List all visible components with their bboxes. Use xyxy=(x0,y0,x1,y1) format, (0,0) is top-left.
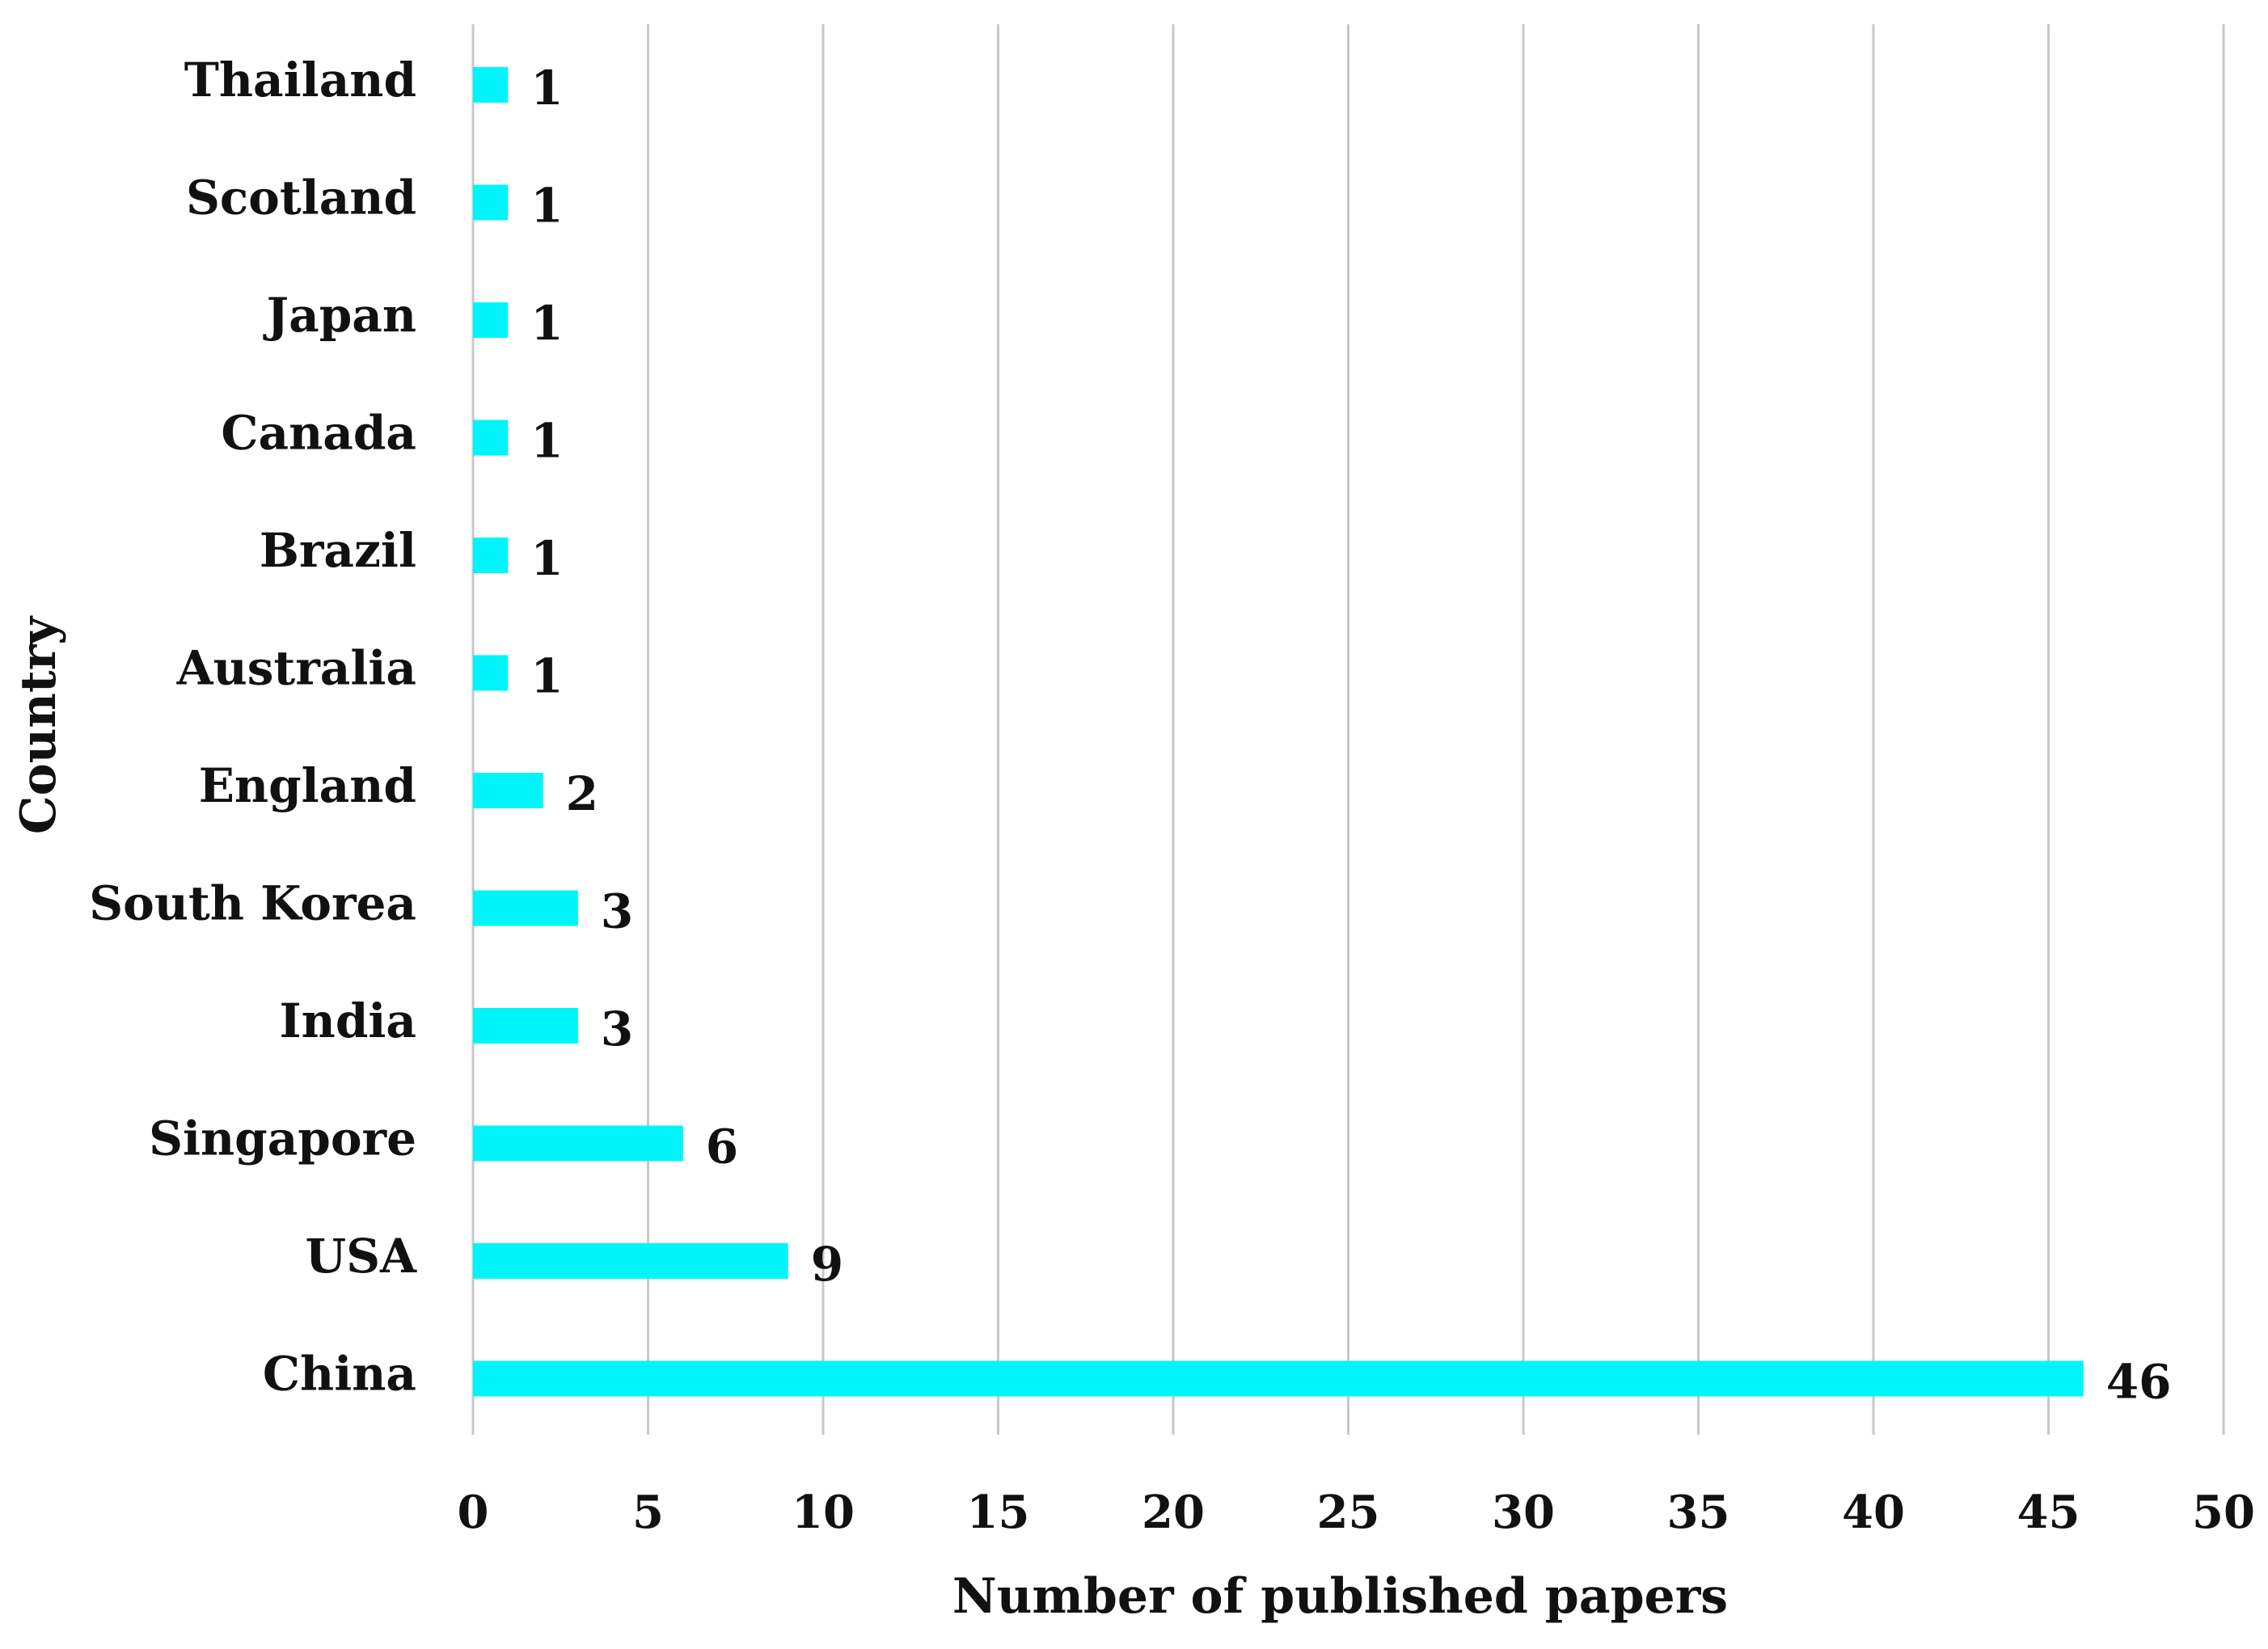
category-label: Scotland xyxy=(186,171,416,226)
bar-usa xyxy=(473,1243,788,1279)
bar-india xyxy=(473,1008,578,1044)
data-label: 1 xyxy=(530,61,563,116)
category-label: Canada xyxy=(221,406,416,461)
data-label: 46 xyxy=(2106,1355,2172,1410)
data-label: 1 xyxy=(530,414,563,469)
bars xyxy=(473,67,2084,1397)
bar-singapore xyxy=(473,1125,683,1162)
data-label: 1 xyxy=(530,179,563,234)
x-tick-label: 35 xyxy=(1667,1486,1730,1539)
x-tick-label: 50 xyxy=(2192,1486,2255,1539)
x-axis-title: Number of published papers xyxy=(952,1568,1728,1625)
data-label: 1 xyxy=(530,531,563,586)
data-label: 2 xyxy=(566,766,598,821)
labels: 0 5 10 15 20 25 30 35 40 45 50 Thailand 1 Scotland 1 Ja… xyxy=(89,53,2255,1539)
category-label: India xyxy=(280,993,416,1048)
category-label: Japan xyxy=(263,288,416,343)
category-label: England xyxy=(199,758,416,813)
category-label: USA xyxy=(306,1229,417,1284)
x-tick-label: 0 xyxy=(458,1486,489,1539)
bar-canada xyxy=(473,420,509,456)
y-axis-title: Country xyxy=(11,615,67,834)
x-tick-label: 5 xyxy=(632,1486,664,1539)
category-label: Thailand xyxy=(184,53,416,108)
category-label: China xyxy=(263,1347,416,1402)
bar-south-korea xyxy=(473,890,578,926)
x-tick-label: 30 xyxy=(1492,1486,1555,1539)
category-label: Brazil xyxy=(260,523,416,578)
bar-scotland xyxy=(473,184,509,221)
bar-china xyxy=(473,1360,2084,1397)
x-tick-label: 40 xyxy=(1842,1486,1905,1539)
x-tick-label: 25 xyxy=(1317,1486,1380,1539)
data-label: 6 xyxy=(706,1120,738,1175)
bar-england xyxy=(473,773,543,808)
x-tick-label: 45 xyxy=(2017,1486,2080,1539)
category-label: Australia xyxy=(176,641,416,696)
x-tick-label: 10 xyxy=(792,1486,855,1539)
category-label: Singapore xyxy=(149,1111,416,1166)
gridlines xyxy=(471,24,2225,1435)
data-label: 3 xyxy=(601,1002,633,1056)
bar-thailand xyxy=(473,67,509,103)
bar-australia xyxy=(473,655,509,691)
category-label: South Korea xyxy=(89,876,416,931)
data-label: 1 xyxy=(530,296,563,351)
data-label: 9 xyxy=(811,1237,843,1292)
x-tick-label: 15 xyxy=(967,1486,1030,1539)
data-label: 3 xyxy=(601,884,633,939)
data-label: 1 xyxy=(530,649,563,704)
bar-japan xyxy=(473,302,509,338)
x-tick-label: 20 xyxy=(1142,1486,1205,1539)
bar-brazil xyxy=(473,538,509,573)
